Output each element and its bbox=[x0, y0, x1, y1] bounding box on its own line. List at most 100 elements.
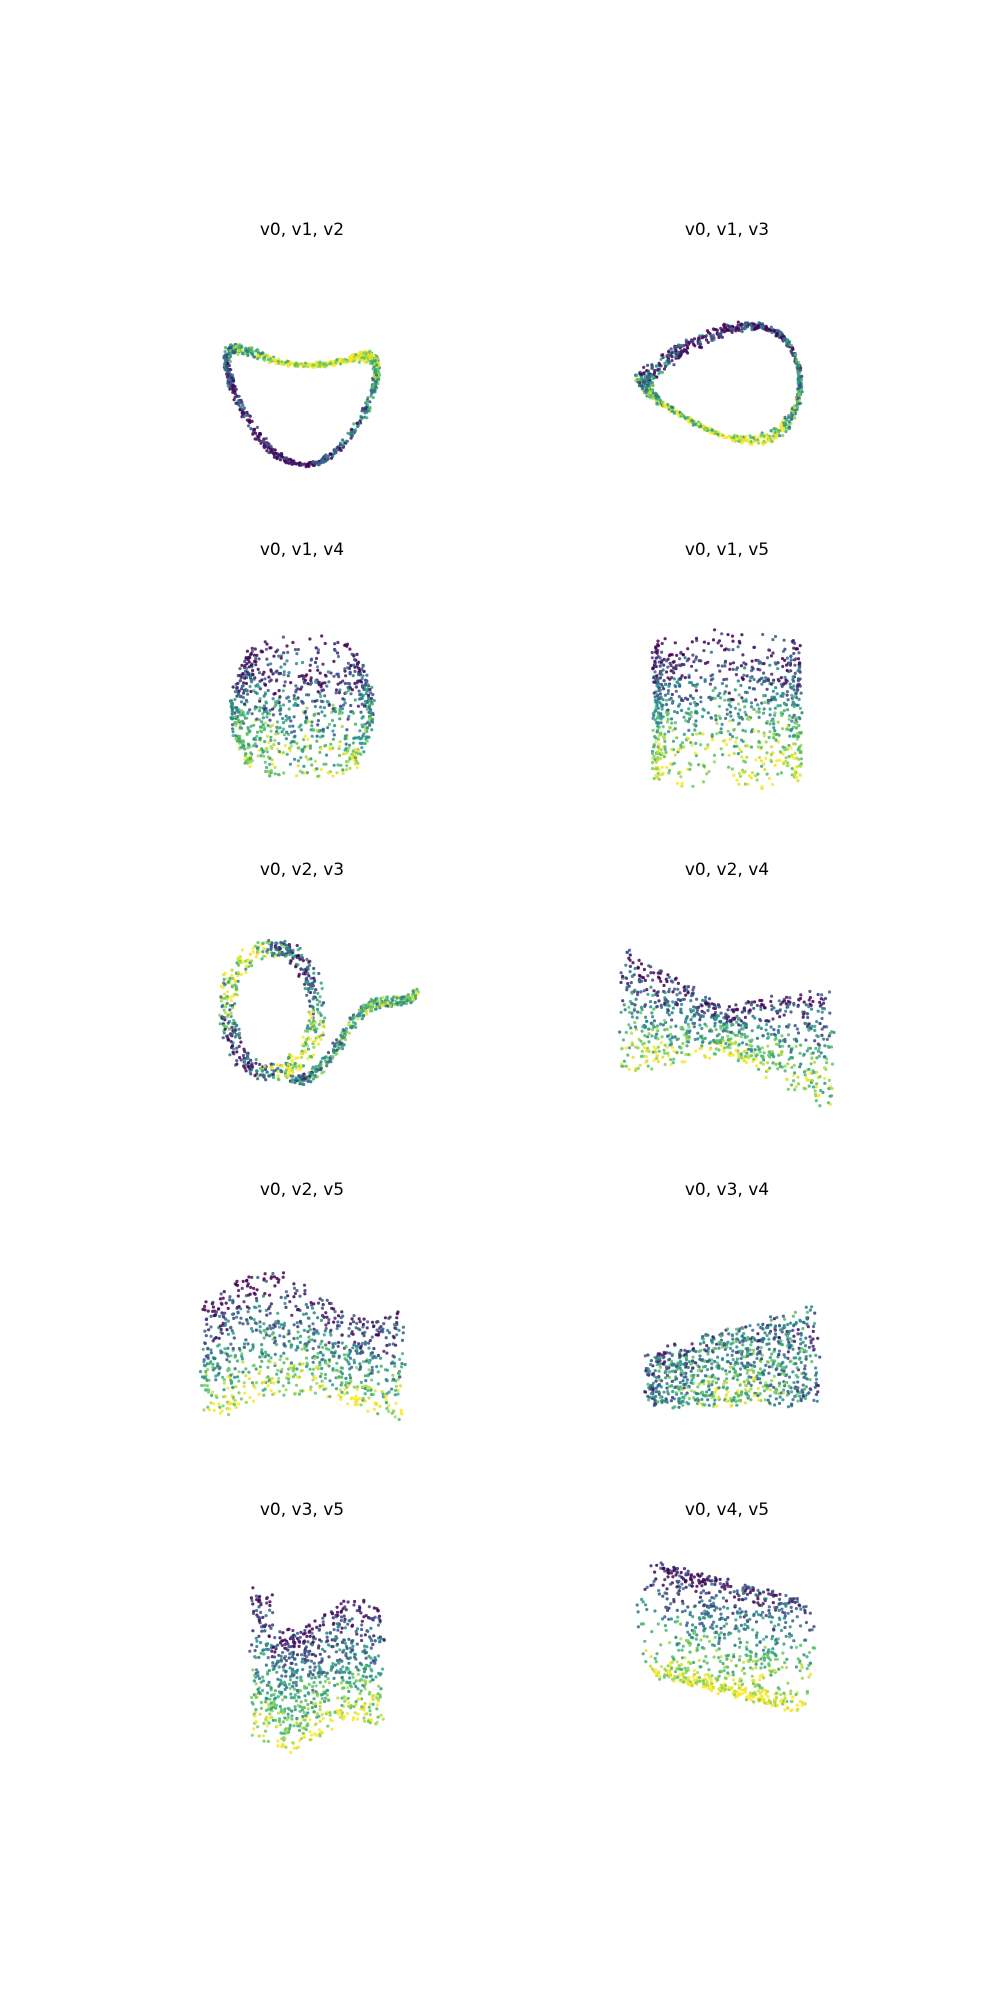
scatter-point bbox=[694, 719, 698, 723]
scatter-point bbox=[285, 953, 289, 957]
scatter-point bbox=[697, 422, 701, 426]
scatter-point bbox=[247, 419, 251, 424]
scatter-point bbox=[272, 743, 276, 747]
scatter-point bbox=[728, 732, 732, 736]
scatter-point bbox=[668, 1037, 672, 1041]
scatter-point bbox=[782, 999, 786, 1003]
scatter-point bbox=[289, 959, 293, 963]
scatter-point bbox=[777, 329, 781, 333]
scatter-point bbox=[748, 434, 752, 438]
scatter-point bbox=[222, 1023, 226, 1028]
scatter-point bbox=[299, 967, 303, 971]
scatter-point bbox=[796, 370, 800, 375]
scatter-point bbox=[348, 647, 352, 651]
scatter-point bbox=[694, 636, 699, 640]
scatter-point bbox=[308, 1037, 312, 1041]
scatter-point bbox=[653, 670, 657, 674]
scatter-point bbox=[272, 1069, 276, 1073]
scatter-point bbox=[253, 690, 258, 694]
scatter-point bbox=[822, 1025, 826, 1029]
scatter-point bbox=[652, 754, 656, 758]
scatter-point bbox=[673, 727, 677, 731]
scatter-point bbox=[261, 941, 265, 945]
scatter-point bbox=[741, 653, 745, 657]
scatter-point bbox=[301, 1064, 305, 1068]
scatter-point bbox=[258, 1062, 262, 1066]
scatter-point bbox=[633, 1025, 638, 1029]
scatter-point bbox=[793, 769, 797, 773]
scatter-point bbox=[302, 365, 306, 369]
scatter-point bbox=[732, 744, 736, 748]
scatter-point bbox=[776, 740, 781, 744]
scatter-point bbox=[675, 781, 679, 785]
scatter-point bbox=[226, 990, 230, 994]
scatter-point bbox=[655, 684, 659, 688]
scatter-point bbox=[745, 674, 749, 678]
scatter-point bbox=[313, 699, 317, 703]
scatter-point bbox=[253, 431, 258, 435]
scatter-point bbox=[388, 1004, 392, 1008]
scatter-point bbox=[751, 324, 755, 329]
scatter-point bbox=[820, 993, 824, 997]
scatter-point bbox=[256, 353, 260, 357]
scatter-point bbox=[279, 1064, 283, 1068]
scatter-point bbox=[260, 351, 264, 355]
scatter-point bbox=[681, 699, 685, 703]
scatter-point bbox=[636, 1010, 640, 1014]
scatter-point bbox=[731, 1053, 735, 1057]
scatter-point bbox=[787, 755, 791, 759]
scatter-point bbox=[308, 637, 312, 641]
scatter-point bbox=[667, 771, 671, 775]
scatter-point bbox=[223, 350, 227, 354]
scatter-point bbox=[247, 413, 251, 418]
scatter-point bbox=[304, 1041, 308, 1045]
scatter-point bbox=[324, 1059, 328, 1063]
scatter-point bbox=[672, 660, 676, 664]
scatter-point bbox=[778, 429, 782, 433]
scatter-point bbox=[347, 746, 351, 750]
scatter-point bbox=[682, 663, 686, 667]
scatter-point bbox=[238, 734, 242, 738]
scatter-point bbox=[265, 746, 269, 751]
scatter-point bbox=[806, 1015, 810, 1020]
scatter-point bbox=[762, 694, 766, 698]
scatter-point bbox=[744, 713, 748, 717]
scatter-point bbox=[679, 352, 683, 356]
scatter-point bbox=[757, 755, 762, 760]
scatter-point bbox=[357, 689, 361, 693]
scatter-point bbox=[671, 990, 675, 994]
scatter-point bbox=[760, 1046, 764, 1050]
scatter-point bbox=[372, 357, 376, 361]
scatter-point bbox=[262, 954, 266, 958]
scatter-point bbox=[370, 696, 374, 701]
scatter-point bbox=[282, 684, 286, 688]
scatter-point bbox=[265, 765, 269, 770]
panel-title: v0, v2, v4 bbox=[684, 860, 770, 880]
scatter-point bbox=[749, 323, 753, 327]
scatter-point bbox=[670, 1018, 674, 1022]
scatter-point bbox=[666, 353, 670, 357]
scatter-point bbox=[255, 946, 260, 950]
scatter-point bbox=[655, 730, 659, 734]
scatter-point bbox=[665, 1045, 669, 1049]
scatter-point bbox=[273, 358, 277, 362]
scatter-point bbox=[781, 418, 785, 422]
scatter-point bbox=[231, 717, 235, 721]
scatter-point bbox=[727, 753, 731, 757]
scatter-point bbox=[739, 750, 743, 754]
scatter-point bbox=[253, 437, 257, 441]
scatter-point bbox=[771, 689, 775, 693]
scatter-point bbox=[670, 409, 674, 413]
scatter-point bbox=[764, 1028, 768, 1032]
scatter-point bbox=[365, 739, 369, 743]
scatter-point bbox=[231, 727, 235, 731]
scatter-point bbox=[736, 722, 740, 726]
scatter-point bbox=[694, 685, 698, 689]
scatter-point bbox=[719, 1011, 723, 1015]
scatter-point bbox=[656, 1037, 660, 1041]
scatter-point bbox=[672, 411, 676, 415]
scatter-point bbox=[703, 1055, 708, 1059]
scatter-point bbox=[657, 748, 662, 752]
scatter-point bbox=[764, 740, 768, 744]
scatter-point bbox=[735, 736, 739, 740]
